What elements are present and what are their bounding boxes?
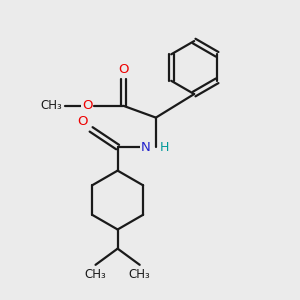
Text: CH₃: CH₃	[129, 268, 151, 281]
Text: O: O	[118, 63, 129, 76]
Text: O: O	[82, 99, 93, 112]
Text: N: N	[141, 141, 151, 154]
Text: CH₃: CH₃	[85, 268, 106, 281]
Text: CH₃: CH₃	[40, 99, 62, 112]
Text: O: O	[77, 115, 88, 128]
Text: H: H	[159, 141, 169, 154]
